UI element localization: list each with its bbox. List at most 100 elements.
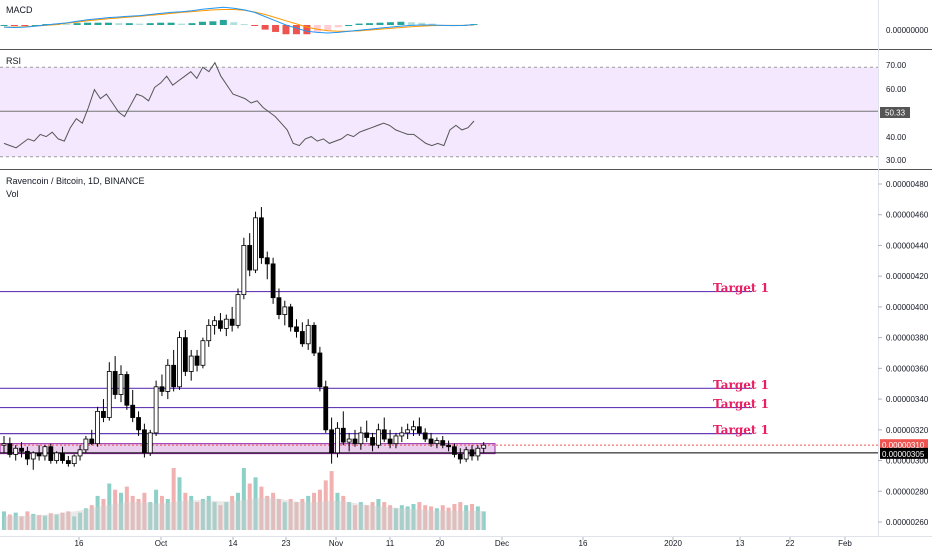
candle-body bbox=[218, 320, 223, 329]
candle-body bbox=[30, 452, 36, 460]
macd-histogram-bar bbox=[418, 22, 426, 25]
candle-body bbox=[200, 340, 206, 366]
candle-body bbox=[399, 432, 405, 437]
volume-bar bbox=[212, 502, 217, 530]
candle-body bbox=[375, 429, 381, 446]
candle-body bbox=[194, 355, 200, 366]
candle-body bbox=[24, 450, 30, 460]
volume-bar bbox=[323, 480, 328, 530]
volume-label: Vol bbox=[6, 189, 19, 199]
candle-body bbox=[422, 432, 428, 440]
volume-bar bbox=[434, 508, 439, 530]
macd-title: MACD bbox=[6, 5, 33, 15]
time-axis[interactable]: 16 Oct 14 23 Nov 11 20 Dec 16 2020 13 22 Feb bbox=[75, 537, 853, 548]
rsi-tick-60: 60.00 bbox=[886, 85, 907, 94]
time-tick-label: 22 bbox=[786, 539, 795, 548]
time-tick-label: 20 bbox=[436, 539, 445, 548]
volume-bar bbox=[200, 499, 205, 530]
candle-body bbox=[469, 449, 475, 457]
macd-histogram-bar bbox=[178, 23, 186, 25]
volume-bar bbox=[452, 503, 457, 530]
volume-bar bbox=[142, 492, 147, 530]
volume-bar bbox=[382, 502, 387, 530]
volume-bar bbox=[119, 492, 123, 530]
price-pane[interactable]: Ravencoin / Bitcoin, 1D, BINANCE Vol 0.0… bbox=[0, 176, 929, 530]
symbol-title: Ravencoin / Bitcoin, 1D, BINANCE bbox=[6, 176, 145, 186]
volume-bar bbox=[276, 499, 281, 530]
candlesticks bbox=[1, 207, 487, 470]
volume-bar bbox=[107, 483, 112, 530]
price-axis[interactable]: 0.00000480 0.00000460 0.00000440 0.00000420… bbox=[878, 180, 929, 527]
macd-histogram-bar bbox=[136, 23, 144, 25]
macd-axis-label: 0.00000000 bbox=[886, 26, 929, 35]
volume-bar bbox=[271, 492, 276, 530]
volume-bar bbox=[393, 508, 398, 530]
candle-body bbox=[340, 427, 346, 443]
volume-bar bbox=[265, 495, 270, 530]
volume-bar bbox=[66, 511, 71, 530]
rsi-band bbox=[0, 67, 878, 157]
volume-bar bbox=[218, 505, 223, 530]
volume-bar bbox=[475, 506, 480, 530]
volume-bar bbox=[405, 506, 410, 530]
price-tick-label: 0.00000480 bbox=[886, 180, 929, 189]
volume-bar bbox=[113, 489, 118, 530]
volume-bar bbox=[124, 486, 129, 530]
volume-bar bbox=[37, 515, 42, 530]
volume-bar bbox=[183, 492, 188, 530]
price-tick-label: 0.00000320 bbox=[886, 426, 929, 435]
candle-body bbox=[147, 432, 153, 454]
volume-bar bbox=[446, 507, 451, 530]
volume-bar bbox=[358, 502, 363, 530]
volume-bar bbox=[165, 499, 170, 530]
macd-histogram-bar bbox=[84, 22, 92, 25]
candle-body bbox=[387, 438, 393, 445]
volume-bar bbox=[370, 502, 375, 530]
volume-bar bbox=[95, 495, 100, 530]
macd-histogram-bar bbox=[230, 22, 238, 25]
time-tick-label: 11 bbox=[386, 539, 395, 548]
time-tick-label: Nov bbox=[329, 539, 343, 548]
candle-body bbox=[136, 417, 141, 431]
time-tick-label: 13 bbox=[736, 539, 745, 548]
volume-bar bbox=[19, 516, 24, 530]
candle-body bbox=[206, 324, 212, 342]
candle-body bbox=[171, 364, 177, 388]
support-zone[interactable] bbox=[0, 443, 496, 455]
last-price-tag bbox=[880, 439, 928, 451]
price-tick-label: 0.00000280 bbox=[886, 487, 929, 496]
volume-bar bbox=[148, 502, 153, 530]
candle-body bbox=[411, 426, 416, 431]
candle-body bbox=[223, 318, 229, 329]
macd-histogram-bar bbox=[366, 23, 374, 25]
candle-body bbox=[65, 460, 71, 465]
macd-histogram-bar bbox=[355, 23, 363, 25]
volume-bar bbox=[189, 495, 194, 530]
macd-histogram-bar bbox=[73, 23, 81, 25]
support-price-value: 0.00000305 bbox=[882, 450, 925, 459]
macd-signal-line bbox=[4, 9, 475, 32]
volume-bar bbox=[259, 486, 264, 530]
candle-body bbox=[42, 446, 48, 457]
candle-body bbox=[241, 245, 247, 296]
volume-bar bbox=[236, 492, 240, 530]
macd-histogram-bar bbox=[94, 22, 102, 25]
price-tick-label: 0.00000300 bbox=[886, 457, 929, 466]
candle-body bbox=[48, 446, 54, 461]
volume-bar bbox=[89, 505, 94, 530]
candle-body bbox=[481, 444, 487, 449]
candle-body bbox=[323, 386, 329, 431]
macd-histogram-bar bbox=[470, 24, 478, 26]
macd-histogram-bar bbox=[282, 25, 290, 35]
macd-pane[interactable]: MACD 0.00000000 bbox=[0, 5, 929, 35]
volume-bar bbox=[341, 495, 346, 530]
volume-bar bbox=[60, 512, 65, 530]
price-tick-label: 0.00000460 bbox=[886, 211, 929, 220]
candle-body bbox=[54, 452, 60, 461]
macd-histogram-bar bbox=[240, 24, 248, 26]
candle-body bbox=[112, 371, 118, 395]
candle-body bbox=[159, 386, 165, 392]
candle-body bbox=[83, 438, 89, 451]
rsi-pane[interactable]: RSI 70.00 60.00 50.33 40.00 30.00 bbox=[0, 56, 910, 165]
